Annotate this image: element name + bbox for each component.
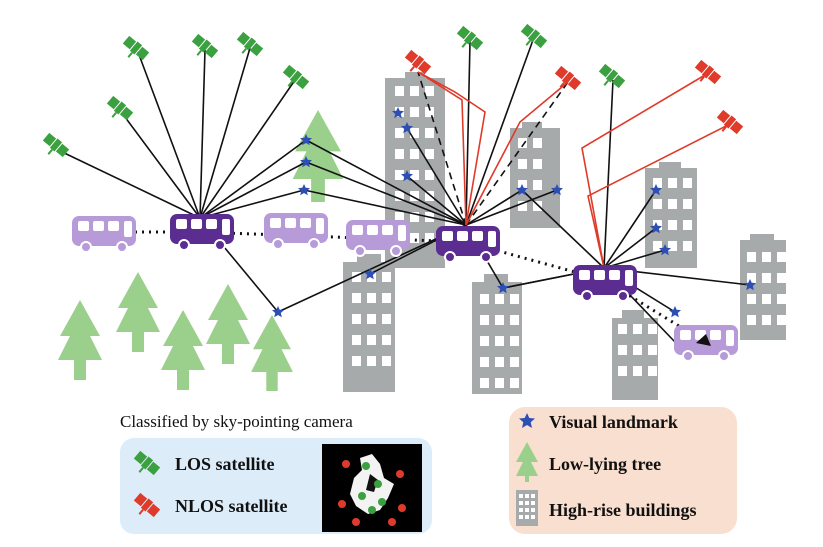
satellite-icon bbox=[282, 64, 310, 90]
satellite-icon bbox=[456, 25, 484, 51]
satellite-icon bbox=[191, 33, 219, 59]
building-windows bbox=[352, 86, 786, 388]
bus-icon bbox=[72, 216, 136, 253]
satellite-icon bbox=[133, 450, 161, 476]
star-icon bbox=[497, 282, 509, 294]
nlos-reflected-paths bbox=[417, 71, 729, 269]
tree-icon bbox=[516, 442, 538, 482]
nlos-direct-paths bbox=[417, 71, 569, 226]
los-label: LOS satellite bbox=[175, 454, 275, 474]
tree-label: Low-lying tree bbox=[549, 454, 662, 474]
star-icon bbox=[364, 268, 376, 280]
star-icon bbox=[300, 134, 312, 146]
tree-icon bbox=[251, 315, 293, 391]
satellite-icon bbox=[554, 65, 582, 91]
star-icon bbox=[519, 413, 535, 428]
satellite-icon bbox=[520, 23, 548, 49]
sky-camera-image bbox=[322, 444, 422, 532]
scene-legend bbox=[509, 407, 737, 534]
star-icon bbox=[744, 279, 756, 291]
star-icon bbox=[650, 222, 662, 234]
bus-icon bbox=[264, 213, 328, 250]
buses bbox=[72, 213, 738, 362]
star-icon bbox=[669, 306, 681, 318]
satellite-icon bbox=[122, 35, 150, 61]
tree-icon bbox=[58, 300, 102, 380]
nlos-label: NLOS satellite bbox=[175, 496, 288, 516]
star-icon bbox=[551, 184, 563, 196]
satellite-icon bbox=[106, 95, 134, 121]
satellite-icon bbox=[598, 63, 626, 89]
bus-icon bbox=[573, 265, 637, 302]
satellite-icon bbox=[694, 59, 722, 85]
visual-landmarks bbox=[272, 107, 756, 318]
star-icon bbox=[392, 107, 404, 119]
star-icon bbox=[401, 170, 413, 182]
bus-icon bbox=[346, 220, 410, 257]
legend-caption: Classified by sky-pointing camera bbox=[120, 412, 353, 431]
satellite-icon bbox=[236, 31, 264, 57]
satellites bbox=[42, 23, 744, 158]
satellite-icon bbox=[133, 492, 161, 518]
star-icon bbox=[272, 306, 284, 318]
bus-icon bbox=[436, 226, 500, 263]
star-icon bbox=[650, 184, 662, 196]
star-icon bbox=[298, 184, 310, 196]
building-icon bbox=[516, 490, 538, 526]
tree-icon bbox=[116, 272, 160, 352]
bus-icon bbox=[170, 214, 234, 251]
star-icon bbox=[300, 156, 312, 168]
building-icon bbox=[645, 162, 697, 268]
landmark-label: Visual landmark bbox=[549, 412, 678, 432]
star-icon bbox=[401, 122, 413, 134]
satellite-icon bbox=[716, 109, 744, 135]
tree-icon bbox=[161, 310, 205, 390]
building-label: High-rise buildings bbox=[549, 500, 697, 520]
star-icon bbox=[659, 244, 671, 256]
tree-icon bbox=[292, 110, 344, 202]
building-icon bbox=[472, 274, 522, 394]
arrowhead-icon bbox=[696, 334, 711, 346]
star-icon bbox=[516, 184, 528, 196]
satellite-icon bbox=[42, 132, 70, 158]
trees bbox=[58, 110, 344, 391]
building-icon bbox=[510, 122, 560, 228]
satellite-icon bbox=[404, 49, 432, 75]
tree-icon bbox=[206, 284, 250, 364]
